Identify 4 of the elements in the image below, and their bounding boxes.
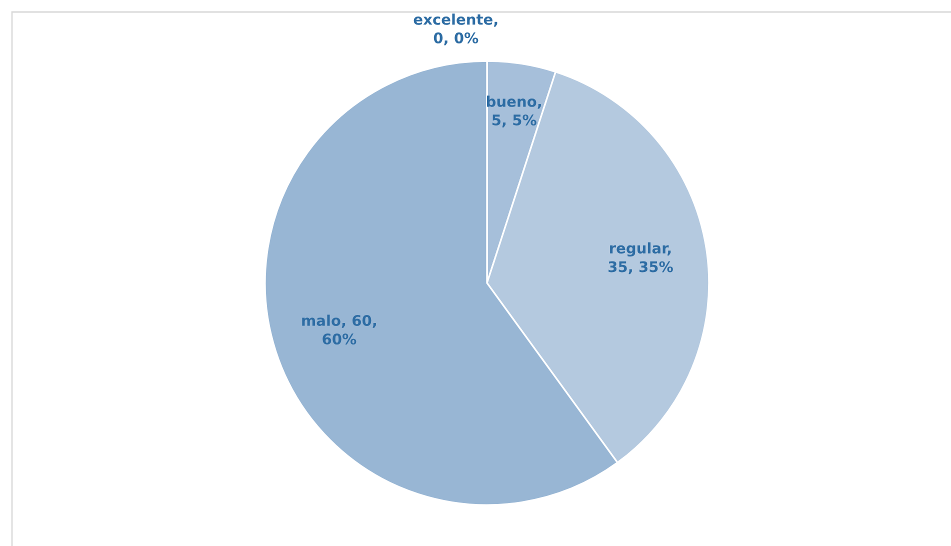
category-label: excelente, <box>414 14 498 27</box>
slice-label: malo, 60, 60% <box>302 314 376 345</box>
slice-label: regular, 35, 35% <box>608 242 673 274</box>
text: 0, 0% <box>434 32 478 46</box>
